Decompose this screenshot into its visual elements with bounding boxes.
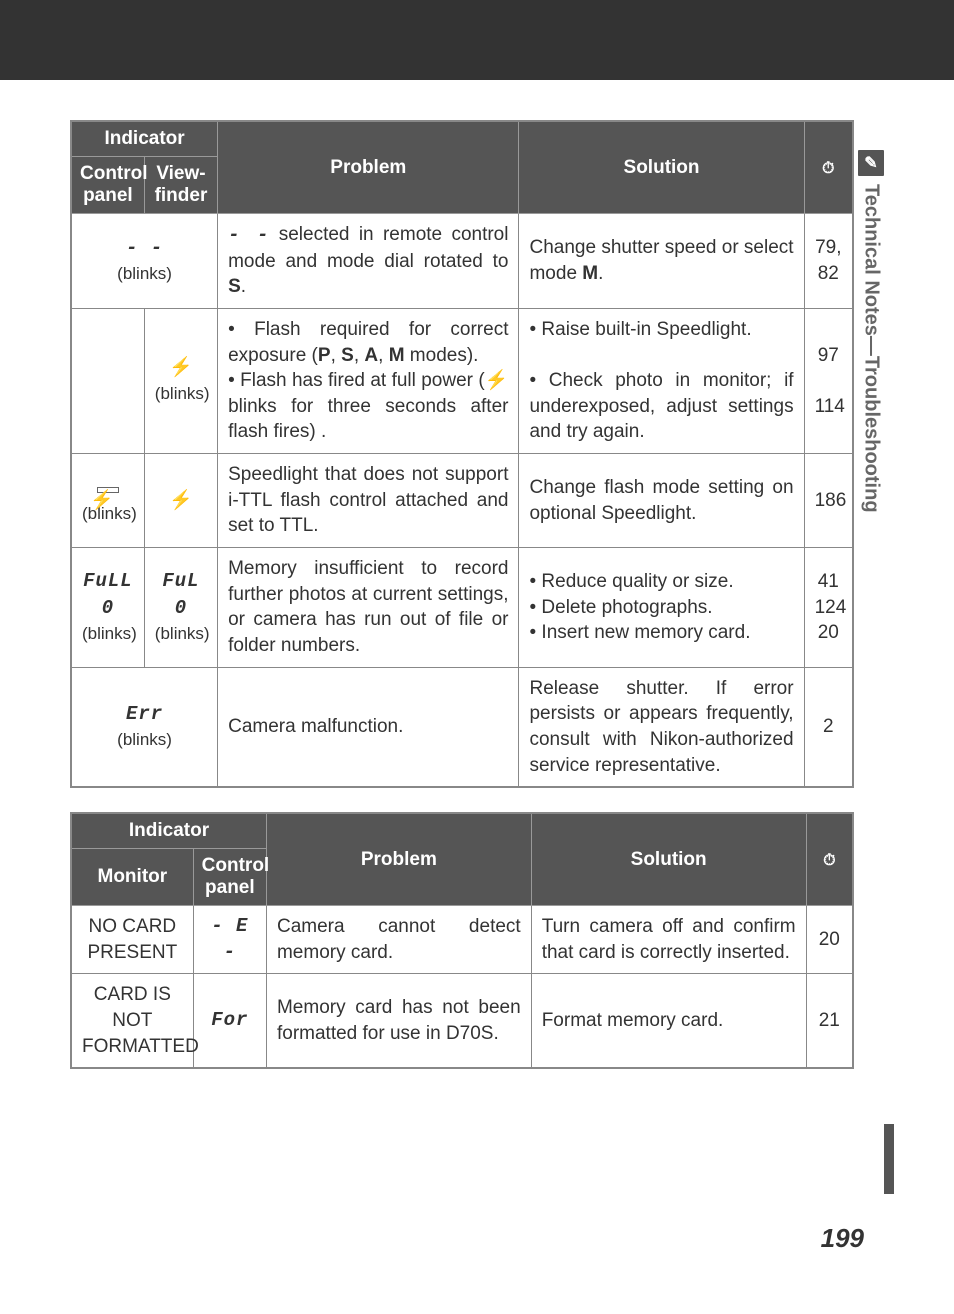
blinks-label: (blinks) bbox=[117, 730, 172, 749]
page-cell: 20 bbox=[806, 906, 853, 974]
problem-cell: Camera cannot detect memory card. bbox=[266, 906, 531, 974]
problem-cell: Speedlight that does not support i-TTL f… bbox=[218, 454, 519, 548]
th-page: ⏱ bbox=[806, 813, 853, 906]
indicator-cp-empty bbox=[71, 308, 144, 453]
table-row: NO CARD PRESENT - E - Camera cannot dete… bbox=[71, 906, 853, 974]
blinks-label: (blinks) bbox=[155, 624, 210, 643]
flash-icon: ⚡ bbox=[144, 454, 217, 548]
indicator-value: - - bbox=[126, 237, 163, 259]
solution-cell: Turn camera off and confirm that card is… bbox=[531, 906, 806, 974]
pencil-icon: ✎ bbox=[858, 150, 884, 176]
blinks-label: (blinks) bbox=[82, 624, 137, 643]
table-row: CARD IS NOT FORMATTED For Memory card ha… bbox=[71, 974, 853, 1068]
th-control-panel: Control panel bbox=[193, 849, 266, 906]
indicator-value: 0 bbox=[175, 597, 187, 619]
page-ref-icon: ⏱ bbox=[822, 160, 834, 177]
th-control-panel: Control panel bbox=[71, 157, 144, 214]
table-row: - - (blinks) - - selected in remote cont… bbox=[71, 214, 853, 309]
flash-icon: ⚡ bbox=[169, 357, 193, 378]
indicator-value: FuL bbox=[162, 570, 199, 592]
page-number: 199 bbox=[821, 1223, 864, 1254]
flash-icon: ⚡ bbox=[485, 370, 509, 391]
th-page: ⏱ bbox=[804, 121, 853, 214]
th-monitor: Monitor bbox=[71, 849, 193, 906]
side-edge-block bbox=[884, 1124, 894, 1194]
th-problem: Problem bbox=[266, 813, 531, 906]
solution-cell: • Raise built-in Speedlight. • Check pho… bbox=[519, 308, 804, 453]
table-row: Err (blinks) Camera malfunction. Release… bbox=[71, 667, 853, 787]
indicator-value: For bbox=[193, 974, 266, 1068]
th-solution: Solution bbox=[531, 813, 806, 906]
page-ref-icon: ⏱ bbox=[823, 852, 835, 869]
page-cell: 97114 bbox=[804, 308, 853, 453]
solution-cell: Change flash mode setting on optional Sp… bbox=[519, 454, 804, 548]
solution-cell: Change shutter speed or select mode M. bbox=[519, 214, 804, 309]
th-problem: Problem bbox=[218, 121, 519, 214]
indicator-value: 0 bbox=[102, 597, 114, 619]
troubleshooting-table-2: Indicator Problem Solution ⏱ Monitor Con… bbox=[70, 812, 854, 1069]
blinks-label: (blinks) bbox=[155, 384, 210, 403]
page-cell: 2 bbox=[804, 667, 853, 787]
th-indicator: Indicator bbox=[71, 121, 218, 157]
problem-cell: - - selected in remote control mode and … bbox=[218, 214, 519, 309]
page-cell: 186 bbox=[804, 454, 853, 548]
side-tab-label: Technical Notes—Troubleshooting bbox=[860, 184, 883, 513]
page-cell: 21 bbox=[806, 974, 853, 1068]
table-row: ⚡ (blinks) ⚡ Speedlight that does not su… bbox=[71, 454, 853, 548]
solution-cell: Format memory card. bbox=[531, 974, 806, 1068]
blinks-label: (blinks) bbox=[117, 264, 172, 283]
flash-icon: ⚡ bbox=[90, 488, 114, 514]
page-cell: 79, 82 bbox=[804, 214, 853, 309]
page-top-bar bbox=[0, 0, 954, 80]
side-tab: ✎ Technical Notes—Troubleshooting bbox=[858, 150, 884, 513]
problem-cell: • Flash required for correct exposure (P… bbox=[218, 308, 519, 453]
th-viewfinder: View-finder bbox=[144, 157, 217, 214]
indicator-value: FuLL bbox=[83, 570, 133, 592]
indicator-value: Err bbox=[126, 703, 163, 725]
th-indicator: Indicator bbox=[71, 813, 266, 849]
problem-cell: Memory card has not been formatted for u… bbox=[266, 974, 531, 1068]
monitor-cell: NO CARD PRESENT bbox=[71, 906, 193, 974]
problem-cell: Memory insufficient to record further ph… bbox=[218, 548, 519, 668]
table-row: ⚡ (blinks) • Flash required for correct … bbox=[71, 308, 853, 453]
solution-cell: Release shutter. If error persists or ap… bbox=[519, 667, 804, 787]
problem-cell: Camera malfunction. bbox=[218, 667, 519, 787]
th-solution: Solution bbox=[519, 121, 804, 214]
table-row: FuLL 0 (blinks) FuL 0 (blinks) Memory in… bbox=[71, 548, 853, 668]
monitor-cell: CARD IS NOT FORMATTED bbox=[71, 974, 193, 1068]
page-cell: 4112420 bbox=[804, 548, 853, 668]
troubleshooting-table-1: Indicator Problem Solution ⏱ Control pan… bbox=[70, 120, 854, 788]
solution-cell: • Reduce quality or size.• Delete photog… bbox=[519, 548, 804, 668]
indicator-value: - E - bbox=[193, 906, 266, 974]
